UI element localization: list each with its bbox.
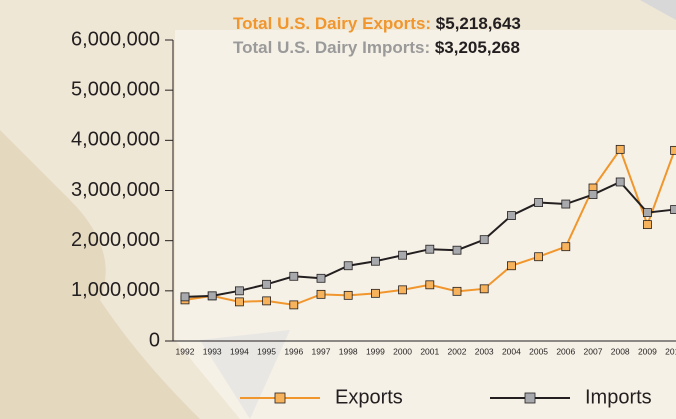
x-tick-label: 2000 [393, 346, 412, 356]
marker [670, 205, 676, 214]
x-tick-label: 2005 [529, 346, 548, 356]
marker [506, 211, 516, 220]
marker [180, 292, 190, 302]
x-tick-label: 2008 [611, 346, 630, 356]
y-tick-label: 0 [149, 329, 160, 351]
title-label: Total U.S. Dairy Imports: [233, 38, 430, 57]
x-tick-label: 2004 [502, 346, 521, 356]
marker [425, 244, 435, 254]
marker [262, 296, 272, 306]
marker [479, 284, 489, 294]
title-value: $3,205,268 [435, 38, 520, 57]
x-tick-label: 2010 [665, 346, 676, 356]
marker [643, 220, 652, 230]
marker [479, 235, 489, 245]
marker [207, 291, 217, 301]
marker [398, 250, 408, 260]
marker [452, 245, 462, 255]
marker [588, 190, 598, 199]
decor [200, 330, 290, 419]
marker [506, 261, 516, 271]
title-value: $5,218,643 [436, 14, 521, 33]
marker [398, 285, 408, 295]
marker [670, 145, 676, 155]
marker [370, 288, 380, 298]
marker [289, 271, 299, 281]
marker [452, 286, 462, 296]
title-line: Total U.S. Dairy Imports: $3,205,268 [233, 38, 520, 57]
y-tick-label: 4,000,000 [71, 129, 160, 151]
y-tick-label: 1,000,000 [71, 279, 160, 301]
x-tick-label: 1995 [257, 346, 276, 356]
y-tick-label: 6,000,000 [71, 28, 160, 50]
marker [370, 256, 380, 266]
y-tick-label: 5,000,000 [71, 78, 160, 100]
marker [262, 279, 272, 289]
x-tick-label: 1997 [312, 346, 331, 356]
x-tick-label: 1992 [176, 346, 195, 356]
y-tick-label: 3,000,000 [71, 179, 160, 201]
plot-panel [175, 30, 676, 419]
x-tick-label: 2007 [584, 346, 603, 356]
x-tick-label: 2006 [556, 346, 575, 356]
map-shape [0, 130, 200, 419]
x-tick-label: 2003 [475, 346, 494, 356]
x-tick-label: 1999 [366, 346, 385, 356]
legend-marker [524, 392, 536, 404]
x-tick-label: 1998 [339, 346, 358, 356]
y-tick-label: 2,000,000 [71, 229, 160, 251]
marker [425, 280, 435, 290]
x-tick-label: 1994 [230, 346, 249, 356]
marker [534, 198, 543, 207]
marker [615, 144, 625, 154]
marker [234, 286, 244, 296]
marker [343, 261, 353, 271]
marker [534, 252, 543, 262]
marker [343, 290, 353, 300]
x-tick-label: 2002 [448, 346, 467, 356]
legend-label: Imports [585, 386, 652, 408]
title-label: Total U.S. Dairy Exports: [233, 14, 431, 33]
marker [316, 273, 326, 283]
marker [615, 177, 625, 187]
title-line: Total U.S. Dairy Exports: $5,218,643 [233, 14, 521, 33]
x-tick-label: 2001 [420, 346, 439, 356]
marker [234, 297, 244, 307]
marker [561, 199, 571, 209]
decor [640, 0, 676, 20]
marker [643, 208, 652, 217]
x-tick-label: 1996 [284, 346, 303, 356]
marker [289, 300, 299, 310]
legend-marker [274, 392, 286, 404]
marker [561, 242, 571, 252]
legend-label: Exports [335, 386, 403, 408]
x-tick-label: 2009 [638, 346, 657, 356]
x-tick-label: 1993 [203, 346, 222, 356]
marker [316, 289, 326, 299]
